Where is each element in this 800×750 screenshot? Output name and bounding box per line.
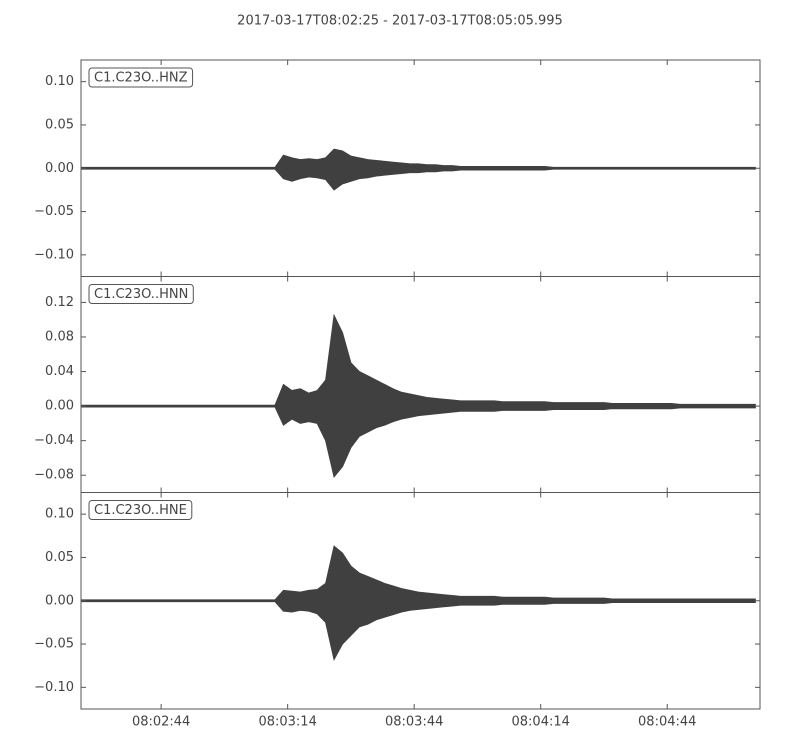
y-tick-label: −0.04 bbox=[34, 433, 74, 448]
waveform-line bbox=[81, 406, 756, 479]
waveform-line bbox=[81, 601, 756, 662]
y-tick-label: 0.05 bbox=[45, 550, 74, 565]
y-tick-label: 0.00 bbox=[45, 399, 74, 414]
y-tick-label: −0.10 bbox=[34, 680, 74, 695]
y-tick-label: 0.00 bbox=[45, 593, 74, 608]
x-tick-label: 08:04:44 bbox=[638, 715, 696, 730]
trace-label-box bbox=[88, 67, 194, 88]
x-tick-label: 08:03:44 bbox=[385, 715, 443, 730]
trace-label-box bbox=[88, 284, 194, 304]
x-tick-label: 08:03:14 bbox=[258, 715, 316, 730]
x-tick-label: 08:04:14 bbox=[512, 715, 570, 730]
waveform-line bbox=[81, 148, 756, 168]
waveform-fill bbox=[81, 546, 756, 660]
waveform-line bbox=[81, 168, 756, 191]
y-tick-label: 0.12 bbox=[45, 295, 74, 310]
trace-label: C1.C23O..HNN bbox=[94, 287, 188, 302]
x-tick-label: 08:02:44 bbox=[132, 715, 190, 730]
waveform-line bbox=[81, 313, 756, 406]
y-tick-label: −0.05 bbox=[34, 637, 74, 652]
axes-frame bbox=[80, 492, 761, 710]
y-tick-label: −0.05 bbox=[34, 204, 74, 219]
y-tick-label: 0.04 bbox=[45, 364, 74, 379]
y-tick-label: 0.10 bbox=[45, 507, 74, 522]
trace-label: C1.C23O..HNE bbox=[94, 503, 187, 518]
waveform-line bbox=[81, 545, 756, 601]
chart-title: 2017-03-17T08:02:25 - 2017-03-17T08:05:0… bbox=[237, 14, 563, 29]
axes-frame bbox=[80, 276, 761, 493]
trace-label: C1.C23O..HNZ bbox=[94, 71, 188, 86]
y-tick-label: 0.00 bbox=[45, 161, 74, 176]
y-tick-label: 0.08 bbox=[45, 329, 74, 344]
trace-label-box bbox=[88, 500, 193, 520]
y-tick-label: 0.05 bbox=[45, 117, 74, 132]
y-tick-label: −0.10 bbox=[34, 247, 74, 262]
y-tick-label: −0.08 bbox=[34, 468, 74, 483]
y-tick-label: 0.10 bbox=[45, 74, 74, 89]
waveform-fill bbox=[81, 149, 756, 190]
